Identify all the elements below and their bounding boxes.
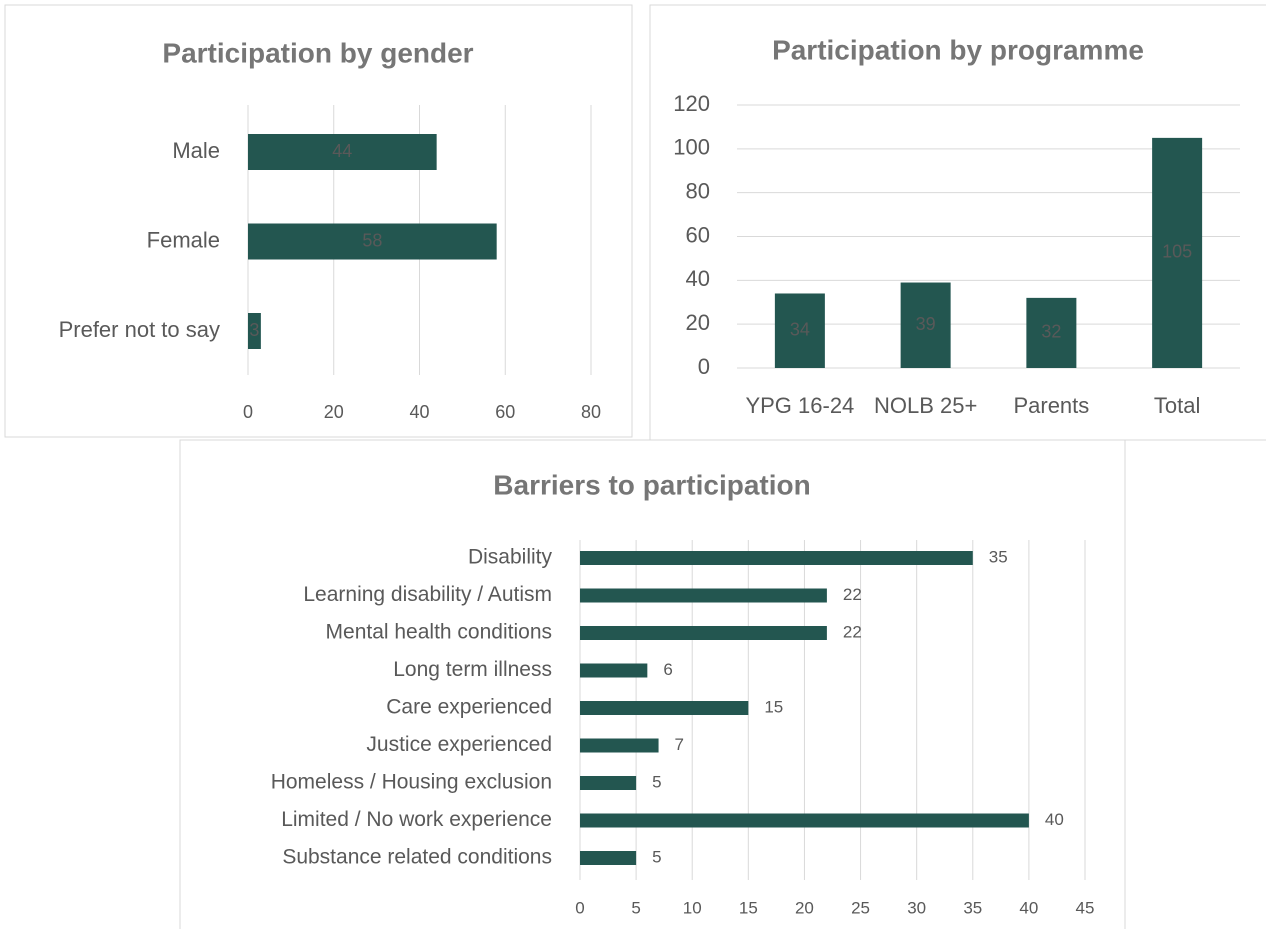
x-tick-label: 20 [795,898,814,917]
x-tick-label: YPG 16-24 [745,393,854,418]
bar [774,293,825,368]
data-label: 40 [1045,810,1064,829]
y-tick-label: Justice experienced [366,733,552,756]
y-tick-label: 20 [686,310,710,335]
y-tick-label: Limited / No work experience [281,808,552,831]
data-label: 44 [332,141,352,161]
bar [580,738,659,753]
x-tick-label: 10 [683,898,702,917]
x-tick-label: 0 [243,402,253,422]
x-tick-label: 15 [739,898,758,917]
y-tick-label: Care experienced [386,696,552,719]
chart-title: Participation by gender [162,37,473,68]
bar [580,626,827,640]
bar [1026,297,1077,368]
x-tick-label: Parents [1013,393,1089,418]
x-tick-label: 20 [324,402,344,422]
x-tick-label: 45 [1076,898,1095,917]
data-label: 7 [675,735,684,754]
y-tick-label: 60 [686,222,710,247]
bar [580,701,749,715]
x-tick-label: 35 [963,898,982,917]
x-tick-label: 25 [851,898,870,917]
x-tick-label: NOLB 25+ [874,393,977,418]
data-label: 39 [916,314,936,334]
x-tick-label: 40 [409,402,429,422]
x-tick-label: 80 [581,402,601,422]
x-tick-label: Total [1154,393,1200,418]
y-tick-label: 0 [698,354,710,379]
data-label: 34 [790,319,810,339]
y-tick-label: Prefer not to say [59,317,220,342]
data-label: 15 [764,697,783,716]
bar [580,776,637,790]
bar [580,813,1029,828]
y-tick-label: Learning disability / Autism [303,583,552,606]
y-tick-label: Substance related conditions [282,846,552,869]
bar [580,588,827,603]
bar [900,282,951,368]
bar [248,313,261,349]
chart-frame [4,4,633,438]
y-tick-label: Disability [468,546,553,569]
y-tick-label: 40 [686,266,710,291]
x-tick-label: 60 [495,402,515,422]
x-tick-label: 0 [575,898,584,917]
data-label: 22 [843,622,862,641]
data-label: 6 [663,660,672,679]
data-label: 3 [249,320,259,340]
bar [248,223,497,260]
y-tick-label: Female [147,227,220,252]
chart-frame [179,439,1126,929]
data-label: 5 [652,772,661,791]
y-tick-label: Male [172,138,220,163]
chart-title: Participation by programme [772,34,1144,65]
x-tick-label: 5 [631,898,640,917]
x-tick-label: 40 [1019,898,1038,917]
y-tick-label: Homeless / Housing exclusion [271,771,552,794]
y-tick-label: Mental health conditions [326,621,552,644]
y-tick-label: 120 [673,91,710,116]
bar [1152,137,1203,368]
data-label: 32 [1041,322,1061,342]
data-label: 105 [1162,242,1192,262]
bar [580,551,973,565]
data-label: 22 [843,585,862,604]
bar [580,851,637,865]
y-tick-label: 100 [673,135,710,160]
data-label: 35 [989,547,1008,566]
x-tick-label: 30 [907,898,926,917]
y-tick-label: 80 [686,178,710,203]
y-tick-label: Long term illness [393,658,552,681]
chart-title: Barriers to participation [493,469,810,500]
data-label: 5 [652,847,661,866]
bar [248,134,437,170]
bar [580,663,648,678]
data-label: 58 [362,230,382,250]
